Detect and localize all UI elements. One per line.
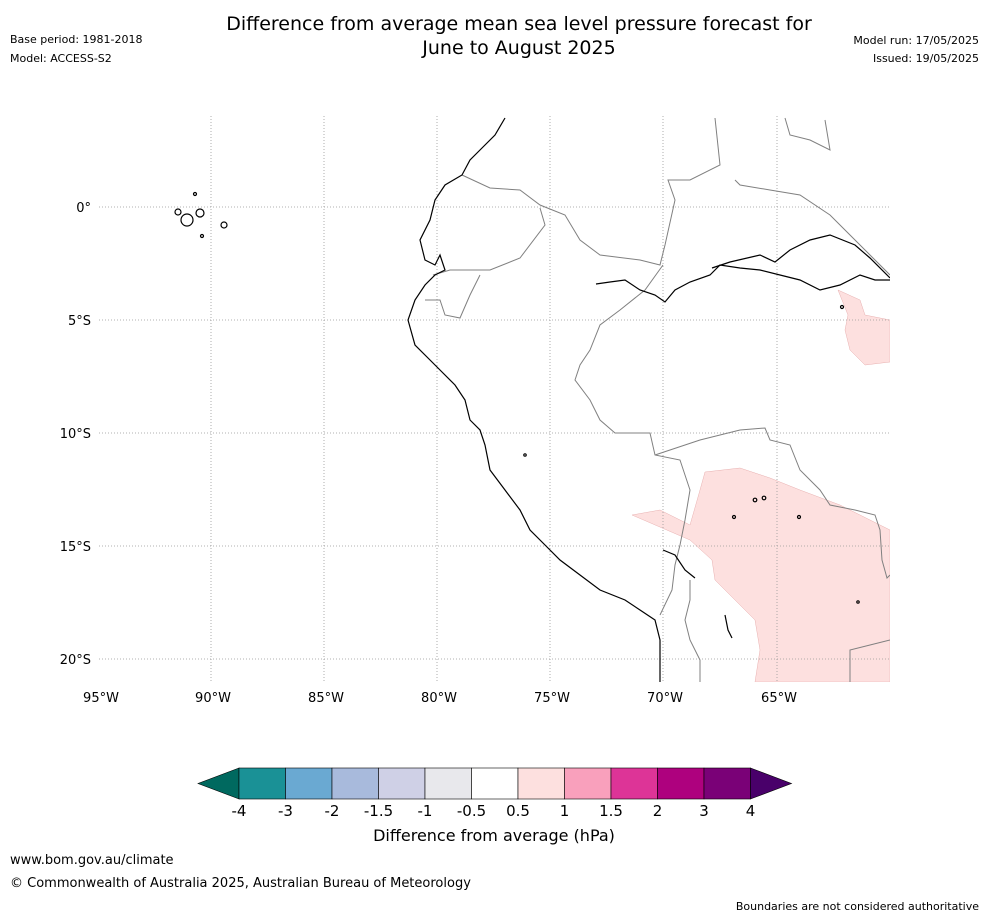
base-period-label: Base period: 1981-2018: [10, 33, 143, 46]
disclaimer-text: Boundaries are not considered authoritat…: [735, 900, 979, 913]
colorbar-tick-label: 1.5: [599, 802, 623, 820]
lat-tick-label: 0°: [76, 201, 91, 216]
lon-tick-labels: 95°W 90°W 85°W 80°W 75°W 70°W 65°W: [83, 691, 797, 706]
website-link[interactable]: www.bom.gov.au/climate: [10, 853, 174, 868]
copyright-text: © Commonwealth of Australia 2025, Austra…: [10, 876, 471, 891]
colorbar-tick-label: -0.5: [457, 802, 486, 820]
colorbar-tick-label: -1: [418, 802, 433, 820]
colorbar: -4 -3 -2 -1.5 -1 -0.5 0.5 1 1.5 2 3 4: [197, 767, 793, 820]
lon-tick-label: 65°W: [761, 691, 797, 706]
colorbar-segment: [657, 767, 705, 800]
map-gridlines: [99, 116, 890, 682]
anomaly-region-ne-brazil: [837, 289, 890, 366]
colorbar-extend-low: [197, 767, 240, 800]
colorbar-extend-high: [750, 767, 793, 800]
chart-title: Difference from average mean sea level p…: [150, 12, 888, 60]
coastlines: [174, 117, 890, 682]
colorbar-tick-label: 1: [560, 802, 570, 820]
lat-tick-label: 5°S: [68, 314, 91, 329]
colorbar-segment: [471, 767, 519, 800]
colorbar-segment: [424, 767, 472, 800]
colorbar-tick-label: 0.5: [506, 802, 530, 820]
colorbar-tick-label: -4: [232, 802, 247, 820]
colorbar-tick-label: 2: [653, 802, 663, 820]
lon-tick-label: 80°W: [421, 691, 457, 706]
lon-tick-label: 70°W: [647, 691, 683, 706]
title-line-2: June to August 2025: [422, 37, 616, 59]
colorbar-segment: [703, 767, 751, 800]
colorbar-tick-label: -3: [278, 802, 293, 820]
colorbar-tick-label: -2: [325, 802, 340, 820]
lat-tick-label: 20°S: [60, 653, 91, 668]
model-label: Model: ACCESS-S2: [10, 52, 112, 65]
colorbar-segment: [331, 767, 379, 800]
lat-tick-label: 15°S: [60, 540, 91, 555]
model-run-label: Model run: 17/05/2025: [853, 34, 979, 47]
colorbar-tick-label: 3: [699, 802, 709, 820]
colorbar-segment: [564, 767, 612, 800]
colorbar-segment: [238, 767, 286, 800]
lon-tick-label: 90°W: [195, 691, 231, 706]
anomaly-region-bolivia: [631, 467, 890, 682]
lat-tick-label: 10°S: [60, 427, 91, 442]
lat-tick-labels: 0° 5°S 10°S 15°S 20°S: [60, 201, 91, 668]
issued-label: Issued: 19/05/2025: [872, 52, 979, 65]
colorbar-segment: [378, 767, 426, 800]
map-area: [99, 116, 890, 682]
colorbar-segment: [610, 767, 658, 800]
national-boundaries: [425, 117, 890, 682]
lon-tick-label: 75°W: [534, 691, 570, 706]
colorbar-segment: [285, 767, 333, 800]
colorbar-segment: [517, 767, 565, 800]
colorbar-label: Difference from average (hPa): [373, 826, 615, 845]
title-line-1: Difference from average mean sea level p…: [226, 13, 812, 35]
colorbar-tick-label: -1.5: [364, 802, 393, 820]
lon-tick-label: 85°W: [308, 691, 344, 706]
lon-tick-label: 95°W: [83, 691, 119, 706]
colorbar-tick-label: 4: [746, 802, 756, 820]
